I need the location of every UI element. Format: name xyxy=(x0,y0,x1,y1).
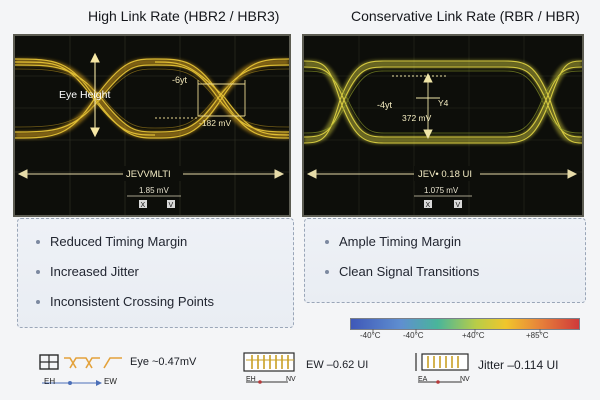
right-eye-diagram: -4yt Y4 372 mV JEV• 0.18 UI 1.075 mV X V xyxy=(302,34,584,217)
legend-3-label: Jitter –0.114 UI xyxy=(478,358,559,372)
colorbar-label: +85°C xyxy=(526,331,549,340)
list-item: Ample Timing Margin xyxy=(323,234,585,249)
colorbar-ticks xyxy=(372,329,541,333)
list-item: Increased Jitter xyxy=(34,264,293,279)
right-marker-a xyxy=(424,200,432,208)
legend-3-sub-right: NV xyxy=(460,376,470,383)
left-marker-b xyxy=(167,200,175,208)
legend-3-sub-left: EA xyxy=(418,376,428,383)
right-marker-b-label: V xyxy=(456,202,461,209)
jitter-icon xyxy=(415,353,469,384)
right-bottom-label: JEV• 0.18 UI xyxy=(418,169,472,180)
eye-width-icon xyxy=(243,352,295,384)
right-marker-a-label: X xyxy=(426,202,431,209)
colorbar-label: -40°C xyxy=(403,331,424,340)
list-item: Inconsistent Crossing Points xyxy=(34,294,293,309)
right-scale-value: 1.075 mV xyxy=(424,186,459,195)
list-item: Reduced Timing Margin xyxy=(34,234,293,249)
eye-waveform-icon xyxy=(39,354,122,386)
left-voltage-label: -182 mV xyxy=(199,118,231,128)
right-marker-b xyxy=(454,200,462,208)
colorbar-label: +40°C xyxy=(462,331,485,340)
right-title: Conservative Link Rate (RBR / HBR) xyxy=(351,8,580,24)
left-marker-a xyxy=(139,200,147,208)
left-time-label: -6yt xyxy=(172,75,188,85)
temperature-colorbar xyxy=(350,318,580,330)
left-bottom-label: JEVVMLTI xyxy=(126,169,171,180)
legend-2-label: EW –0.62 UI xyxy=(306,359,369,371)
left-marker-b-label: V xyxy=(169,202,174,209)
colorbar-label: -40°C xyxy=(360,331,381,340)
list-item: Clean Signal Transitions xyxy=(323,264,585,279)
legend-1-sub-right: EW xyxy=(104,377,117,386)
legend-2-sub-left: EH xyxy=(246,376,256,383)
left-scale-value: 1.85 mV xyxy=(139,186,169,195)
left-title: High Link Rate (HBR2 / HBR3) xyxy=(88,8,280,24)
legend-1-sub-left: EH xyxy=(44,377,56,386)
left-marker-a-label: X xyxy=(141,202,146,209)
eye-height-label: Eye Height xyxy=(59,89,110,101)
legend-1-label: Eye ~0.47mV xyxy=(130,356,197,368)
right-eye-svg: -4yt Y4 372 mV JEV• 0.18 UI 1.075 mV X V xyxy=(304,36,582,215)
legend-2-sub-right: NV xyxy=(286,376,296,383)
right-time-label-b: Y4 xyxy=(438,98,449,108)
right-bullet-box: Ample Timing Margin Clean Signal Transit… xyxy=(304,218,586,303)
left-eye-svg: Eye Height -6yt -182 mV JEVVMLTI 1.85 mV… xyxy=(15,36,289,215)
right-voltage-label: 372 mV xyxy=(402,113,432,123)
left-bullet-box: Reduced Timing Margin Increased Jitter I… xyxy=(17,218,294,328)
right-time-label: -4yt xyxy=(377,100,393,110)
left-eye-diagram: Eye Height -6yt -182 mV JEVVMLTI 1.85 mV… xyxy=(13,34,291,217)
